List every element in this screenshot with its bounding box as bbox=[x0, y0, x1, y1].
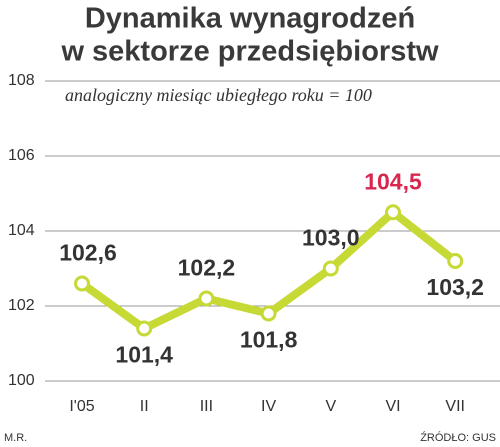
data-point bbox=[447, 253, 464, 269]
value-label: 101,8 bbox=[240, 327, 298, 353]
source: ŹRÓDŁO: GUS bbox=[420, 431, 496, 444]
value-label: 104,5 bbox=[364, 168, 422, 194]
y-tick-label: 108 bbox=[8, 72, 35, 89]
chart-title: w sektorze przedsiębiorstw bbox=[60, 36, 439, 68]
value-label: 103,0 bbox=[302, 225, 360, 251]
x-tick-label: IV bbox=[261, 398, 276, 415]
data-point bbox=[260, 305, 277, 322]
x-tick-label: III bbox=[200, 398, 213, 415]
author: M.R. bbox=[4, 432, 27, 444]
x-tick-label: V bbox=[325, 398, 336, 415]
x-tick-label: I'05 bbox=[69, 398, 94, 415]
x-tick-label: VI bbox=[385, 398, 400, 415]
data-point bbox=[74, 275, 90, 292]
chart-subtitle: analogiczny miesiąc ubiegłego roku = 100 bbox=[65, 85, 372, 105]
y-tick-label: 106 bbox=[8, 147, 35, 164]
y-tick-label: 102 bbox=[8, 297, 35, 314]
x-tick-label: II bbox=[140, 398, 149, 415]
data-point bbox=[385, 204, 401, 221]
data-point bbox=[198, 290, 215, 307]
data-point bbox=[136, 320, 153, 337]
value-label: 101,4 bbox=[115, 342, 173, 368]
y-tick-label: 100 bbox=[8, 372, 35, 389]
chart-title: Dynamika wynagrodzeń bbox=[85, 3, 415, 35]
x-tick-label: VII bbox=[445, 398, 465, 415]
value-label: 103,2 bbox=[426, 274, 484, 300]
value-label: 102,2 bbox=[178, 255, 236, 281]
y-tick-label: 104 bbox=[8, 222, 35, 239]
data-point bbox=[322, 260, 339, 277]
value-label: 102,6 bbox=[59, 240, 117, 266]
